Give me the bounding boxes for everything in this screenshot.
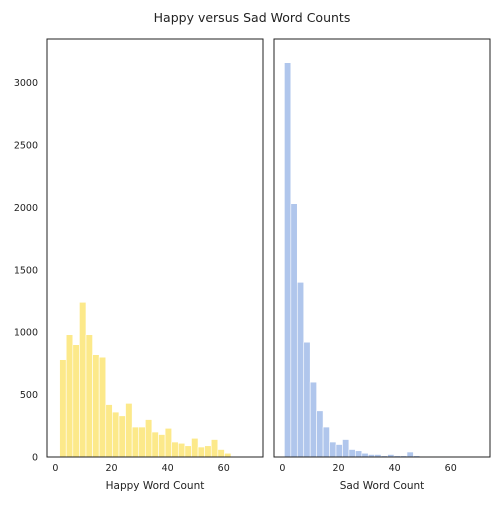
happy-bar xyxy=(159,435,166,457)
happy-bar xyxy=(99,357,106,457)
sad-bar xyxy=(297,282,303,457)
happy-y-tick-label: 500 xyxy=(20,390,38,401)
sad-x-tick-label: 0 xyxy=(279,463,285,474)
sad-bar xyxy=(317,411,323,457)
happy-bar xyxy=(218,450,225,457)
panels: 0 20 40 60 0 500 1000 1500 2000 2500 3000 Happy Wor… xyxy=(14,39,490,492)
happy-bar xyxy=(211,440,218,457)
sad-bar xyxy=(349,450,355,457)
sad-x-tick-label: 40 xyxy=(389,463,401,474)
sad-x-tick-label: 20 xyxy=(332,463,344,474)
happy-bar xyxy=(185,446,192,457)
happy-bar xyxy=(79,302,86,457)
happy-bar xyxy=(152,432,159,457)
sad-bar xyxy=(310,382,316,457)
happy-bar xyxy=(191,438,198,457)
sad-x-axis-label: Sad Word Count xyxy=(340,480,425,492)
sad-bar xyxy=(355,451,361,457)
happy-bar xyxy=(73,345,80,457)
happy-bar xyxy=(66,335,73,457)
happy-x-tick-label: 60 xyxy=(218,463,230,474)
sad-bar xyxy=(336,445,342,457)
happy-bar xyxy=(165,428,172,457)
happy-bar xyxy=(205,446,212,457)
happy-bar xyxy=(224,453,231,457)
happy-bar xyxy=(145,420,152,457)
happy-bar xyxy=(86,335,93,457)
happy-panel: 0 20 40 60 0 500 1000 1500 2000 2500 3000 Happy Wor… xyxy=(14,39,263,492)
happy-bar xyxy=(126,403,133,457)
sad-bar xyxy=(304,342,310,457)
happy-x-tick-label: 0 xyxy=(52,463,58,474)
happy-x-axis-label: Happy Word Count xyxy=(106,480,205,492)
happy-y-tick-label: 1000 xyxy=(14,328,38,339)
happy-bar xyxy=(106,405,113,457)
sad-bar xyxy=(342,440,348,457)
happy-bar xyxy=(60,360,67,457)
happy-y-tick-label: 2500 xyxy=(14,141,38,152)
happy-x-tick-label: 20 xyxy=(105,463,117,474)
happy-y-tick-label: 2000 xyxy=(14,203,38,214)
happy-bar xyxy=(178,443,185,457)
sad-panel: 0 20 40 60 Sad Word Count xyxy=(274,39,490,492)
happy-y-tick-label: 0 xyxy=(32,453,38,464)
sad-bar xyxy=(407,452,413,457)
sad-bar xyxy=(284,63,290,457)
sad-bar xyxy=(330,442,336,457)
happy-bar xyxy=(132,427,139,457)
sad-bar xyxy=(362,453,368,457)
happy-bar xyxy=(119,416,126,457)
chart-title: Happy versus Sad Word Counts xyxy=(154,10,351,25)
happy-x-tick-label: 40 xyxy=(162,463,174,474)
happy-y-tick-label: 3000 xyxy=(14,78,38,89)
sad-bar xyxy=(323,427,329,457)
happy-bar xyxy=(198,447,205,457)
sad-x-tick-label: 60 xyxy=(445,463,457,474)
happy-bar xyxy=(112,412,119,457)
happy-bar xyxy=(93,355,100,457)
sad-bar xyxy=(291,204,297,457)
happy-y-tick-label: 1500 xyxy=(14,265,38,276)
happy-bar xyxy=(172,442,179,457)
happy-bar xyxy=(139,427,146,457)
